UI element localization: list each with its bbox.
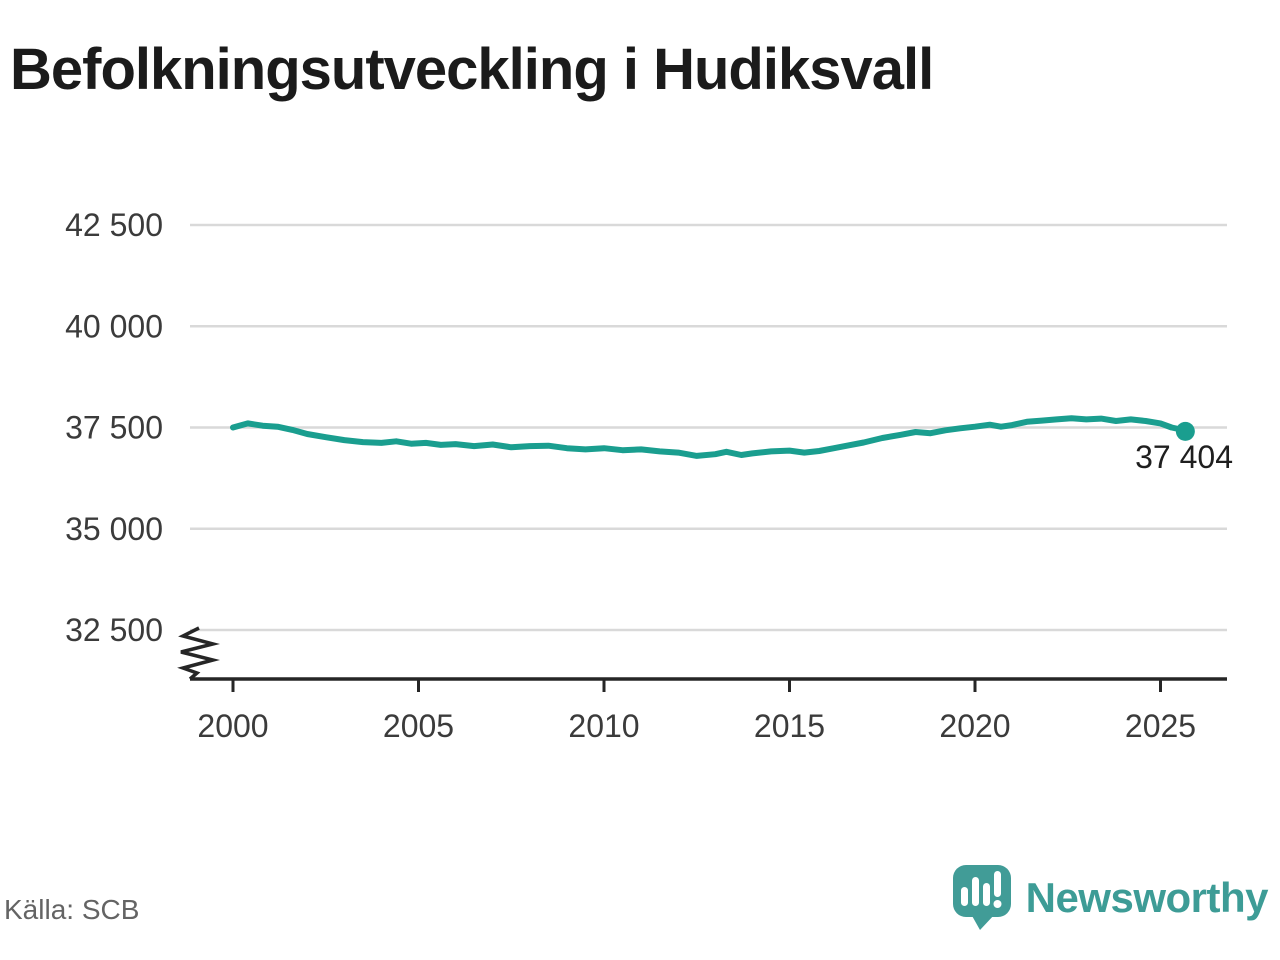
y-tick-label: 32 500 [65, 612, 163, 648]
x-tick-label: 2020 [939, 708, 1010, 744]
last-value-label: 37 404 [1135, 439, 1233, 475]
y-axis-break-icon [177, 626, 220, 681]
x-tick-label: 2010 [568, 708, 639, 744]
population-line-chart: 42 500 40 000 37 500 35 000 32 500 2000 2005 20… [65, 207, 1233, 744]
page-title: Befolkningsutveckling i Hudiksvall [10, 37, 934, 102]
y-tick-label: 42 500 [65, 207, 163, 243]
source-caption: Källa: SCB [4, 894, 140, 925]
x-tick-label: 2005 [383, 708, 454, 744]
newsworthy-logo: Newsworthy [952, 864, 1269, 932]
y-tick-label: 40 000 [65, 308, 163, 344]
y-tick-label: 37 500 [65, 410, 163, 446]
last-point-marker [1175, 421, 1195, 441]
x-tick-label: 2025 [1125, 708, 1196, 744]
newsworthy-wordmark: Newsworthy [1025, 874, 1269, 921]
newsworthy-bubble-chart-icon [952, 865, 1011, 930]
x-tick-label: 2015 [754, 708, 825, 744]
y-tick-label: 35 000 [65, 511, 163, 547]
x-tick-label: 2000 [197, 708, 268, 744]
population-series-line [230, 415, 1189, 459]
